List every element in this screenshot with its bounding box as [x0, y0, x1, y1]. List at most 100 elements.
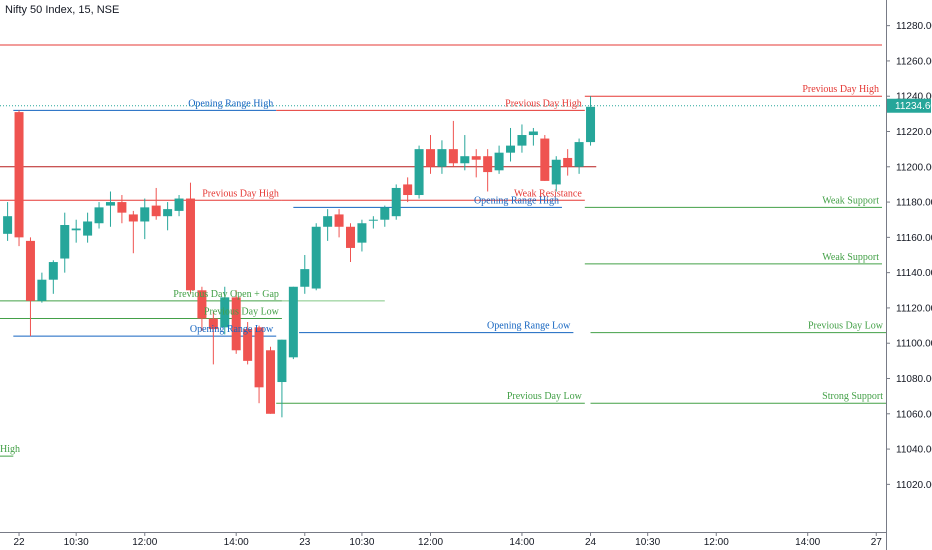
candle — [334, 209, 344, 238]
x-tick-label: 22 — [13, 537, 25, 548]
y-tick-label: 11240.00 — [896, 92, 932, 103]
candle-body — [574, 142, 584, 167]
candle-body — [288, 286, 298, 358]
candle — [414, 145, 424, 199]
level-label: Previous Day Low — [204, 307, 280, 318]
candle-body — [151, 205, 161, 217]
candle — [483, 149, 493, 192]
candle — [551, 156, 561, 192]
x-tick-label: 12:00 — [704, 537, 729, 548]
level-label: Strong Support — [822, 391, 883, 402]
candle — [574, 138, 584, 174]
candle-body — [403, 184, 413, 196]
level-label: Previous Day High — [505, 98, 582, 109]
candle-body — [140, 207, 150, 222]
candle — [403, 177, 413, 203]
x-tick-label: 10:30 — [64, 537, 89, 548]
candle — [391, 184, 401, 220]
x-tick-label: 12:00 — [418, 537, 443, 548]
candle — [60, 212, 70, 273]
candle-body — [460, 156, 470, 164]
level-label: Weak Support — [822, 252, 879, 263]
level-label: Opening Range High — [188, 98, 273, 109]
candle — [231, 290, 241, 354]
labels-layer: Opening Range High Previous Day High Previ… — [0, 84, 884, 455]
candle-body — [517, 135, 527, 146]
candle — [151, 187, 161, 220]
candle — [471, 149, 481, 178]
x-tick-label: 14:00 — [509, 537, 534, 548]
level-label: Previous Day Low — [507, 391, 583, 402]
y-tick-label: 11160.00 — [896, 233, 932, 244]
candle-body — [483, 156, 493, 173]
candle — [563, 149, 573, 176]
candle — [528, 127, 538, 146]
level-label: Opening Range Low — [487, 321, 571, 332]
price-label-box — [887, 98, 931, 113]
candle-body — [380, 207, 390, 220]
candle-body — [357, 223, 367, 243]
candle-body — [586, 106, 596, 143]
candle-body — [540, 138, 550, 181]
candle — [494, 145, 504, 174]
candle-body — [414, 149, 424, 196]
candle — [586, 96, 596, 146]
candles-layer — [3, 96, 596, 418]
candle — [460, 135, 470, 171]
candle-body — [311, 226, 321, 289]
candle-body — [163, 209, 173, 217]
candle-body — [105, 202, 115, 206]
candle-body — [265, 350, 275, 414]
level-label: Previous Day Open + Gap — [173, 289, 279, 300]
candle — [437, 140, 447, 174]
y-tick-label: 11040.00 — [896, 445, 932, 456]
level-label: Previous Day Low — [808, 321, 884, 332]
candle — [14, 110, 24, 247]
candle-body — [60, 225, 70, 259]
candle-body — [14, 112, 24, 238]
candle-body — [277, 339, 287, 383]
candle — [323, 209, 333, 241]
candle — [357, 219, 367, 252]
y-tick-label: 11220.00 — [896, 127, 932, 138]
candle — [288, 286, 298, 360]
candle-body — [346, 226, 355, 248]
candle-body — [551, 159, 561, 185]
candle — [517, 124, 527, 153]
candle — [300, 255, 310, 294]
candle — [265, 346, 275, 414]
candle — [346, 223, 355, 263]
candle-body — [94, 207, 104, 224]
candle — [37, 272, 47, 303]
candle — [83, 212, 93, 243]
candle — [426, 135, 436, 174]
y-tick-label: 11020.00 — [896, 480, 932, 491]
candle-body — [437, 149, 447, 167]
y-tick-label: 11120.00 — [896, 303, 932, 314]
candle-body — [3, 216, 13, 234]
candle — [174, 195, 184, 217]
candle-body — [391, 187, 401, 217]
candle — [197, 286, 207, 331]
x-tick-label: 27 — [871, 537, 883, 548]
candle — [48, 260, 58, 294]
candle-body — [494, 152, 504, 171]
candle — [105, 191, 115, 227]
level-label: Weak Resistance — [514, 188, 582, 199]
candle — [71, 219, 81, 243]
candle-body — [208, 318, 218, 330]
candle-body — [300, 269, 310, 287]
candle-body — [37, 279, 47, 301]
candle — [208, 311, 218, 365]
candle-body — [254, 327, 264, 388]
candle — [117, 195, 127, 224]
candle-body — [426, 149, 436, 167]
x-tick-label: 14:00 — [795, 537, 820, 548]
candle-body — [563, 157, 573, 167]
x-tick-label: 10:30 — [349, 537, 374, 548]
candle-body — [174, 198, 184, 211]
level-label: Previous Day High — [802, 84, 879, 95]
